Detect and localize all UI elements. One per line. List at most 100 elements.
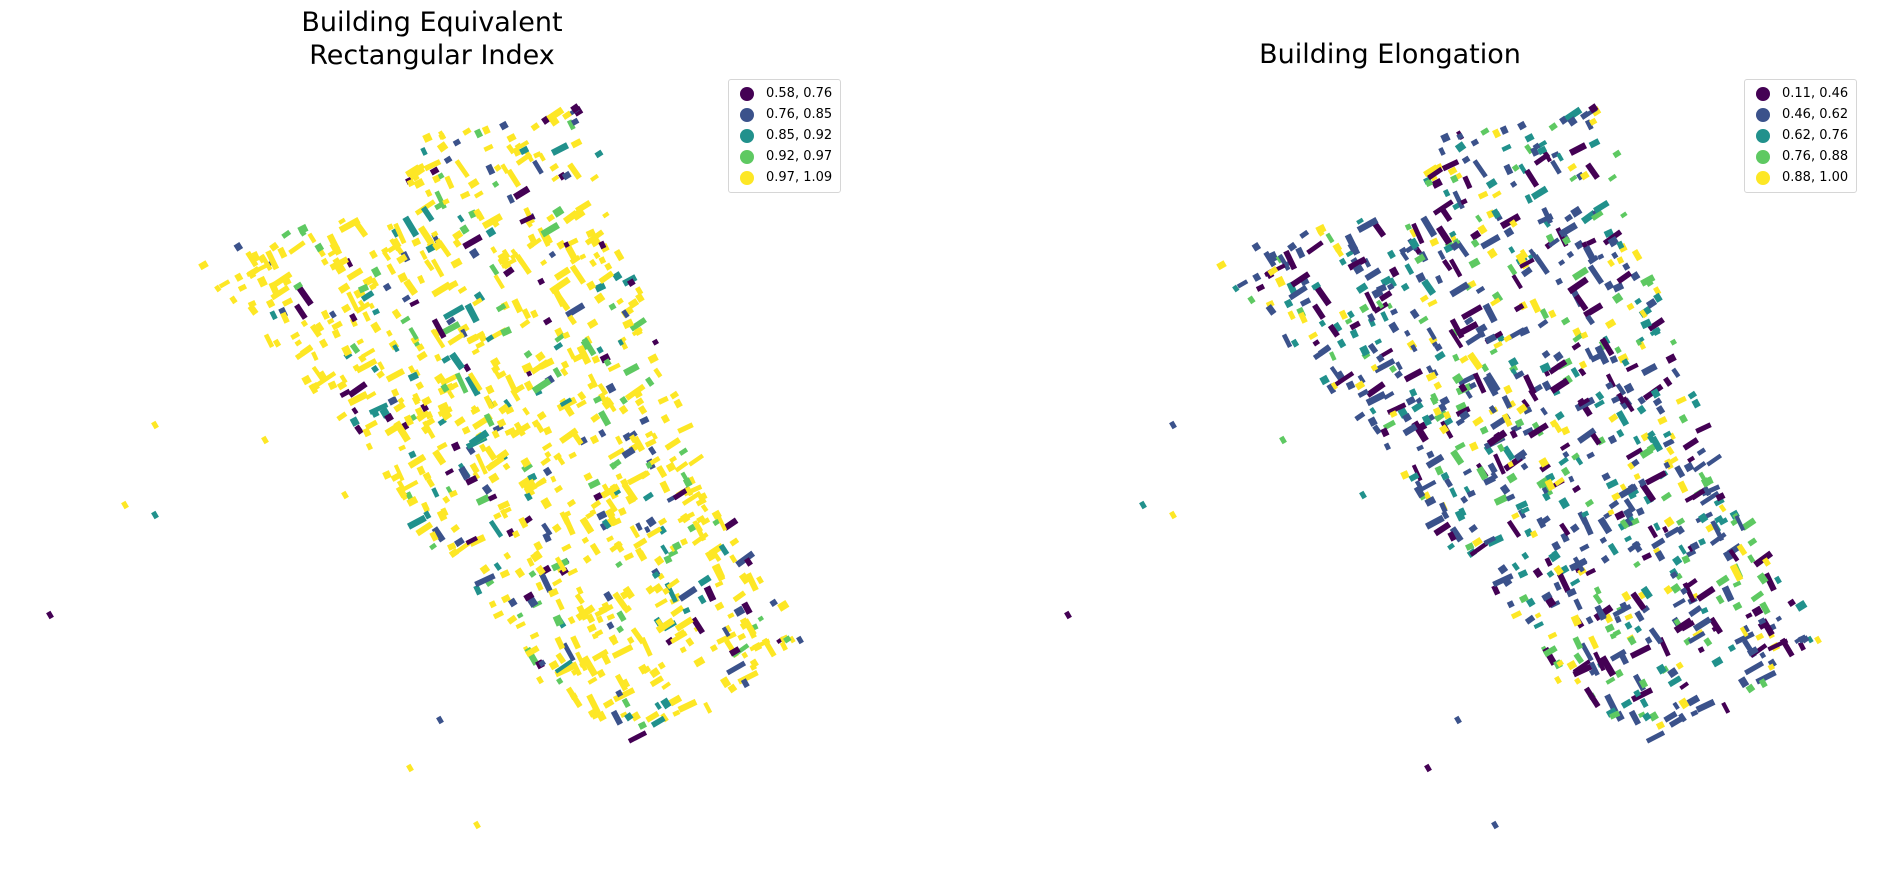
building-footprint (1590, 353, 1601, 363)
building-footprint (1411, 222, 1425, 245)
building-footprint (1691, 398, 1701, 409)
building-footprint (572, 432, 584, 446)
building-footprint (362, 275, 375, 287)
building-footprint (1491, 208, 1501, 219)
building-footprint (1299, 297, 1312, 307)
building-footprint (1503, 227, 1515, 238)
building-footprint (1557, 572, 1571, 593)
building-footprint (1663, 710, 1678, 723)
building-footprint (542, 532, 552, 543)
building-footprint (1169, 510, 1177, 520)
building-footprint (1566, 250, 1575, 259)
building-footprint (570, 117, 580, 126)
building-footprint (272, 338, 282, 348)
building-footprint (444, 175, 455, 190)
building-footprint (1454, 715, 1462, 725)
building-footprint (1797, 641, 1806, 652)
building-footprint (1599, 655, 1617, 678)
building-footprint (475, 340, 485, 349)
building-footprint (1329, 351, 1337, 361)
building-footprint (1732, 601, 1743, 611)
building-footprint (1421, 278, 1437, 296)
building-footprint (1662, 430, 1672, 439)
building-footprint (1654, 550, 1666, 562)
building-footprint (1655, 721, 1666, 730)
building-footprint (511, 298, 524, 314)
building-footprint (499, 569, 511, 579)
building-footprint (1755, 670, 1777, 685)
building-footprint (1482, 375, 1499, 397)
building-footprint (1698, 537, 1707, 546)
building-footprint (565, 686, 583, 709)
building-footprint (457, 214, 465, 223)
building-footprint (1513, 303, 1525, 313)
building-footprint (1426, 326, 1437, 341)
building-footprint (1444, 477, 1453, 488)
building-footprint (1524, 193, 1533, 204)
building-footprint (1633, 435, 1641, 445)
building-footprint (620, 678, 631, 689)
building-footprint (506, 168, 522, 188)
building-footprint (479, 443, 488, 453)
building-footprint (1439, 396, 1451, 407)
building-footprint (1388, 321, 1400, 334)
building-footprint (1454, 141, 1467, 153)
building-footprint (1311, 281, 1322, 291)
building-footprint (392, 344, 400, 353)
building-footprint (542, 426, 553, 436)
building-footprint (1315, 223, 1327, 235)
building-footprint (358, 353, 367, 363)
building-footprint (372, 308, 380, 316)
building-footprint (234, 272, 244, 282)
building-footprint (1607, 509, 1615, 516)
building-footprint (500, 326, 512, 337)
building-footprint (1579, 170, 1590, 181)
building-footprint (1541, 349, 1551, 359)
building-footprint (1751, 605, 1764, 617)
building-footprint (1491, 584, 1501, 596)
building-footprint (1573, 652, 1585, 665)
building-footprint (1359, 344, 1371, 357)
building-footprint (1409, 228, 1418, 238)
building-footprint (461, 425, 471, 435)
building-footprint (1425, 371, 1437, 382)
building-footprint (570, 103, 581, 114)
building-footprint (1522, 406, 1533, 415)
building-footprint (524, 491, 533, 502)
building-footprint (1511, 274, 1523, 290)
building-footprint (1383, 391, 1395, 400)
building-footprint (622, 585, 635, 600)
building-footprint (1479, 425, 1489, 435)
building-footprint (1548, 122, 1558, 132)
building-footprint (506, 528, 516, 538)
building-footprint (341, 490, 349, 500)
building-footprint (660, 544, 669, 555)
building-footprint (473, 208, 483, 219)
building-footprint (1263, 250, 1277, 268)
building-footprint (688, 453, 705, 467)
building-footprint (438, 132, 446, 141)
building-footprint (1440, 132, 1451, 143)
building-footprint (1461, 155, 1471, 164)
building-footprint (1458, 507, 1467, 517)
building-footprint (1775, 615, 1783, 622)
building-footprint (1438, 205, 1453, 223)
building-footprint (1580, 642, 1594, 662)
building-footprint (551, 578, 563, 587)
building-footprint (1635, 338, 1642, 346)
building-footprint (650, 715, 666, 728)
building-footprint (434, 353, 442, 362)
building-footprint (647, 446, 657, 456)
building-footprint (621, 446, 636, 459)
building-footprint (1409, 388, 1418, 397)
building-footprint (493, 274, 505, 290)
building-footprint (1430, 174, 1438, 182)
building-footprint (1624, 517, 1634, 528)
building-footprint (541, 522, 553, 537)
building-footprint (1308, 331, 1319, 341)
building-footprint (560, 360, 570, 370)
building-footprint (603, 358, 612, 367)
building-footprint (429, 166, 440, 176)
building-footprint (468, 247, 480, 259)
building-footprint (1634, 625, 1642, 634)
